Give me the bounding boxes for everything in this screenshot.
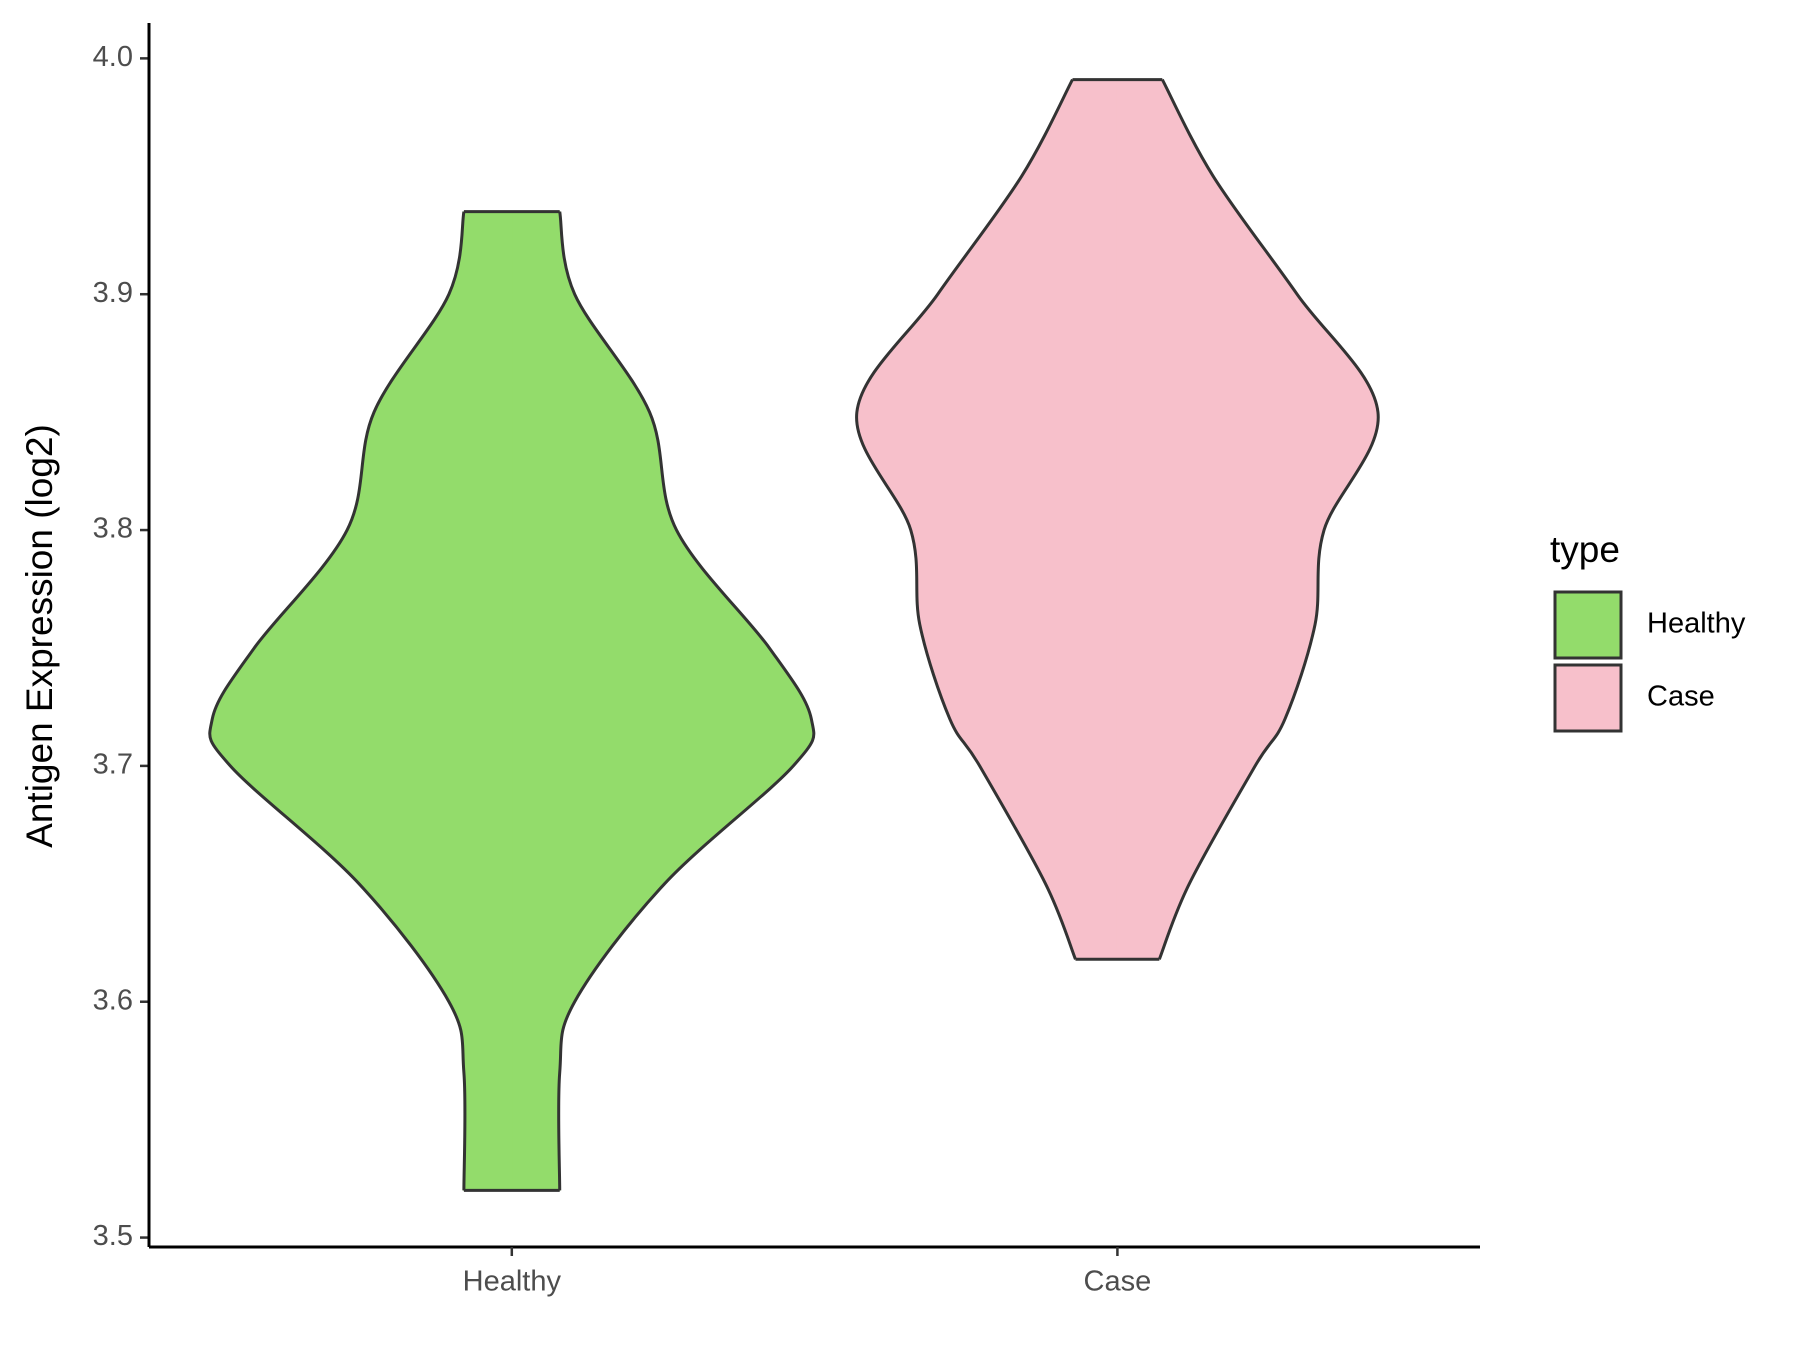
violin-outline xyxy=(855,78,1077,960)
y-tick-label: 3.7 xyxy=(93,749,133,781)
violin-fill xyxy=(1116,79,1379,960)
x-tick-label: Case xyxy=(1084,1266,1152,1298)
y-tick-label: 3.5 xyxy=(93,1220,133,1252)
legend-title: type xyxy=(1550,529,1620,570)
violin-outline xyxy=(1157,78,1380,960)
legend-key xyxy=(1553,663,1623,733)
violin-fill xyxy=(511,211,815,1191)
violin-fill xyxy=(856,79,1118,960)
legend-key xyxy=(1553,590,1623,660)
y-axis-title: Antigen Expression (log2) xyxy=(19,424,60,848)
legend-label: Case xyxy=(1647,681,1715,713)
y-tick-label: 3.9 xyxy=(93,277,133,309)
y-tick-label: 4.0 xyxy=(93,41,133,73)
violin-fill xyxy=(209,211,513,1191)
legend-label: Healthy xyxy=(1647,608,1746,640)
y-tick-label: 3.8 xyxy=(93,513,133,545)
violin-outline xyxy=(557,211,816,1191)
violin-outline xyxy=(208,211,467,1191)
y-tick-label: 3.6 xyxy=(93,984,133,1016)
x-tick-label: Healthy xyxy=(463,1266,562,1298)
